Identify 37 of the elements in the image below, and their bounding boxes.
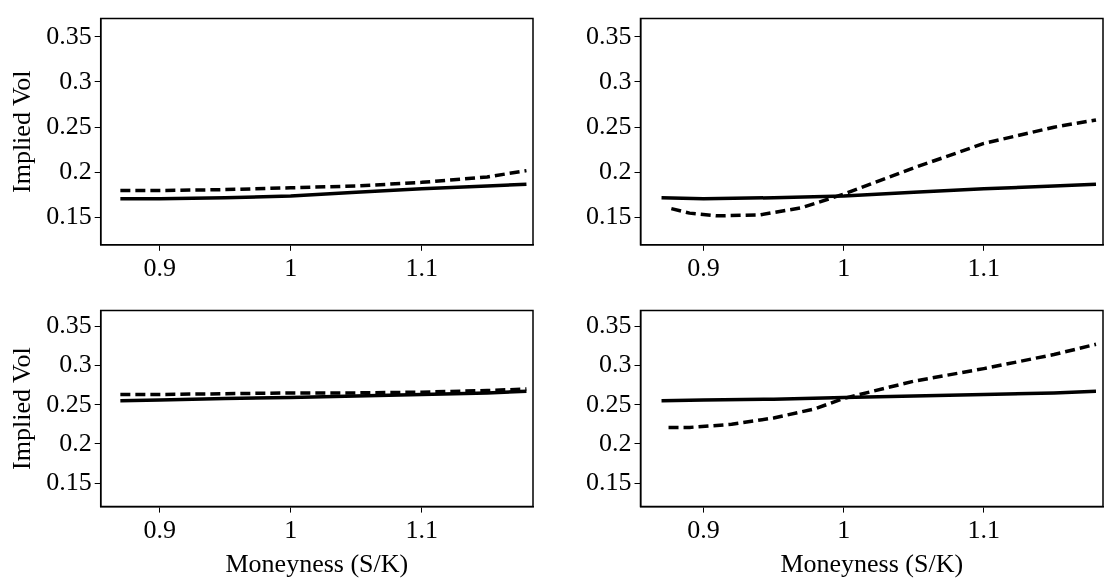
y-tick-label: 0.2 [59, 156, 92, 186]
x-tick-label: 1 [837, 515, 851, 545]
x-tick-label: 1 [284, 253, 298, 283]
y-tick-label: 0.15 [46, 201, 92, 231]
y-tick-label: 0.25 [586, 388, 632, 418]
x-tick-label: 1 [284, 515, 298, 545]
y-tick-label: 0.25 [586, 111, 632, 140]
y-tick-label: 0.3 [599, 349, 632, 379]
x-axis-title: Moneyness (S/K) [780, 549, 964, 579]
x-tick-label: 0.9 [687, 253, 720, 283]
x-tick-label: 0.9 [143, 515, 176, 545]
y-tick-label: 0.35 [586, 310, 632, 340]
x-tick-label: 1.1 [967, 253, 1001, 283]
y-tick-label: 0.15 [586, 201, 632, 231]
y-tick-label: 0.35 [586, 20, 632, 50]
y-tick-label: 0.15 [586, 466, 632, 496]
x-tick-label: 1.1 [967, 515, 1001, 545]
y-axis-title: Implied Vol [7, 70, 37, 193]
y-tick-label: 0.2 [59, 427, 92, 457]
x-axis-title: Moneyness (S/K) [225, 549, 409, 579]
y-tick-label: 0.35 [46, 20, 92, 50]
x-tick-label: 1 [837, 253, 851, 283]
x-tick-label: 0.9 [143, 253, 176, 283]
x-tick-label: 0.9 [687, 515, 720, 545]
y-tick-label: 0.35 [46, 310, 92, 340]
x-tick-label: 1.1 [405, 253, 438, 283]
y-tick-label: 0.25 [46, 388, 92, 418]
y-tick-label: 0.2 [599, 427, 632, 457]
y-tick-label: 0.25 [46, 111, 92, 140]
x-tick-label: 1.1 [405, 515, 438, 545]
y-tick-label: 0.3 [59, 65, 92, 95]
y-tick-label: 0.15 [46, 466, 92, 496]
y-tick-label: 0.3 [599, 65, 632, 95]
line-series [118, 168, 529, 193]
y-tick-label: 0.2 [599, 156, 632, 186]
y-tick-label: 0.3 [59, 349, 92, 379]
y-axis-title: Implied Vol [7, 347, 37, 470]
